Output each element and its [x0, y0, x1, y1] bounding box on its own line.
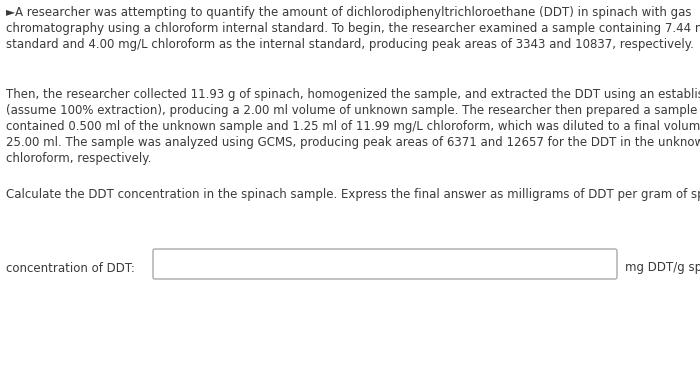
Text: standard and 4.00 mg/L chloroform as the internal standard, producing peak areas: standard and 4.00 mg/L chloroform as the… — [6, 38, 694, 51]
Text: chloroform, respectively.: chloroform, respectively. — [6, 152, 151, 165]
Text: (assume 100% extraction), producing a 2.00 ml volume of unknown sample. The rese: (assume 100% extraction), producing a 2.… — [6, 104, 700, 117]
Text: chromatography using a chloroform internal standard. To begin, the researcher ex: chromatography using a chloroform intern… — [6, 22, 700, 35]
Text: concentration of DDT:: concentration of DDT: — [6, 261, 135, 274]
Text: Then, the researcher collected 11.93 g of spinach, homogenized the sample, and e: Then, the researcher collected 11.93 g o… — [6, 88, 700, 101]
Text: Calculate the DDT concentration in the spinach sample. Express the final answer : Calculate the DDT concentration in the s… — [6, 188, 700, 201]
Text: mg DDT/g spinich: mg DDT/g spinich — [625, 261, 700, 274]
Text: contained 0.500 ml of the unknown sample and 1.25 ml of 11.99 mg/L chloroform, w: contained 0.500 ml of the unknown sample… — [6, 120, 700, 133]
Text: 25.00 ml. The sample was analyzed using GCMS, producing peak areas of 6371 and 1: 25.00 ml. The sample was analyzed using … — [6, 136, 700, 149]
Text: ►A researcher was attempting to quantify the amount of dichlorodiphenyltrichloro: ►A researcher was attempting to quantify… — [6, 6, 692, 19]
FancyBboxPatch shape — [153, 249, 617, 279]
